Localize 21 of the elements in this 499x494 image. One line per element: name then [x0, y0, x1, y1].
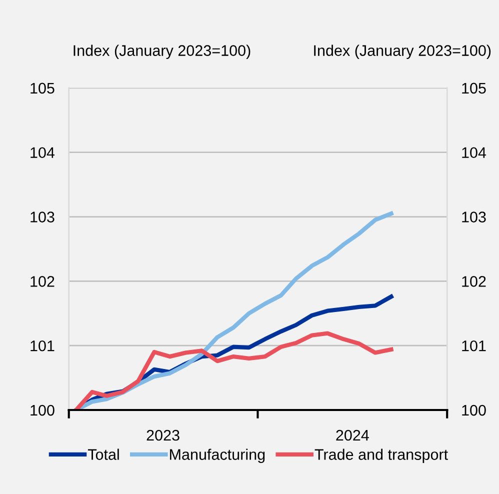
line-series — [74, 331, 394, 410]
y2-axis-title: Index (January 2023=100) — [314, 44, 491, 59]
line-series — [74, 211, 394, 410]
y-tick-label: 102 — [30, 276, 54, 287]
y-tick-label: 105 — [30, 82, 54, 94]
y-tick-label: 103 — [30, 212, 54, 222]
legend-label: Trade and transport — [314, 448, 448, 463]
x-tick-label: 2024 — [336, 430, 369, 441]
legend-label: Manufacturing — [170, 448, 265, 463]
y2-tick-label: 101 — [462, 340, 486, 352]
y-tick-label: 101 — [30, 340, 54, 352]
y2-tick-label: 100 — [462, 404, 486, 416]
y-tick-label: 100 — [30, 404, 54, 416]
x-tick-label: 2023 — [146, 430, 180, 441]
y2-tick-label: 105 — [462, 82, 486, 94]
y2-tick-label: 102 — [462, 276, 486, 287]
legend-label: Total — [88, 448, 119, 460]
y-axis-title: Index (January 2023=100) — [74, 44, 250, 59]
y-tick-label: 104 — [30, 147, 55, 158]
y2-tick-label: 103 — [462, 212, 486, 222]
y2-tick-label: 104 — [462, 147, 486, 158]
